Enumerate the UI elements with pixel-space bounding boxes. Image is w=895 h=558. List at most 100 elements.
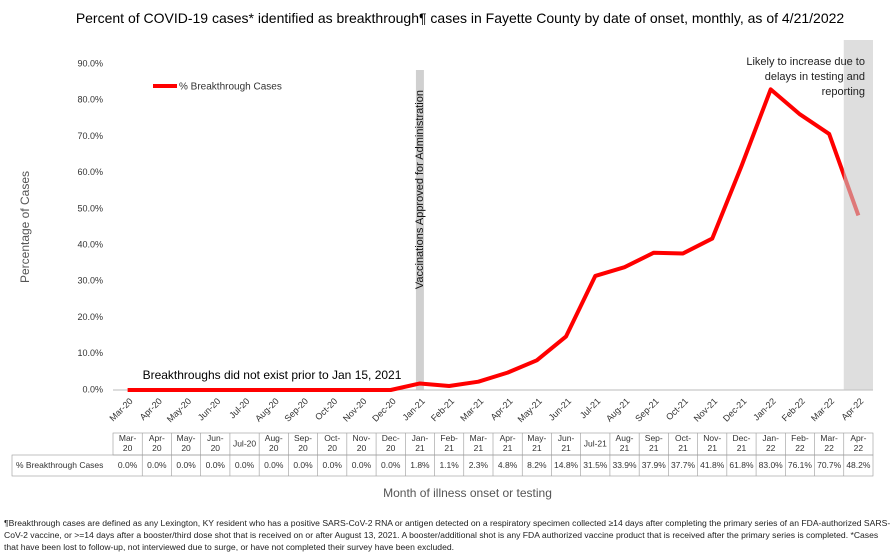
table-value: 37.9% <box>642 460 667 470</box>
x-tick-label: Mar-22 <box>809 396 836 423</box>
table-header: Sep-21 <box>645 433 663 453</box>
table-header: Jul-20 <box>233 438 256 448</box>
y-axis-title: Percentage of Cases <box>18 171 32 283</box>
y-tick-label: 40.0% <box>77 239 103 249</box>
x-tick-label: Sep-20 <box>282 396 310 424</box>
x-tick-label: Jun-21 <box>547 396 574 423</box>
table-value: 0.0% <box>293 460 313 470</box>
table-header: Apr-21 <box>500 433 516 453</box>
x-tick-label: Mar-20 <box>107 396 134 423</box>
x-tick-label: Jul-21 <box>578 396 602 420</box>
table-header: Sep-20 <box>294 433 312 453</box>
x-tick-label: Feb-21 <box>429 396 456 423</box>
footnote: ¶Breakthrough cases are defined as any L… <box>4 518 891 552</box>
x-tick-label: Apr-22 <box>839 396 865 422</box>
x-tick-label: Aug-21 <box>604 396 632 424</box>
table-value: 41.8% <box>700 460 725 470</box>
y-tick-label: 70.0% <box>77 131 103 141</box>
chart-title: Percent of COVID-19 cases* identified as… <box>75 10 845 26</box>
y-tick-label: 60.0% <box>77 167 103 177</box>
table-header: Nov-20 <box>352 433 370 453</box>
table-value: 2.3% <box>469 460 489 470</box>
table-value: 37.7% <box>671 460 696 470</box>
legend-label: % Breakthrough Cases <box>179 82 282 93</box>
table-header: Dec-20 <box>382 433 400 453</box>
x-tick-label: Apr-21 <box>489 396 515 422</box>
x-tick-label: Nov-20 <box>341 396 369 424</box>
table-header: Aug-21 <box>616 433 634 453</box>
table-frame <box>11 454 874 477</box>
x-tick-label: Mar-21 <box>458 396 485 423</box>
table-header: Oct-20 <box>324 433 340 453</box>
x-tick-label: Jul-20 <box>227 396 251 420</box>
table-header: Oct-21 <box>675 433 691 453</box>
table-value: 0.0% <box>235 460 255 470</box>
table-header: Nov-21 <box>703 433 721 453</box>
table-header: Jun-21 <box>558 433 575 453</box>
table-header: Jan-22 <box>762 433 779 453</box>
table-header: Aug-20 <box>265 433 283 453</box>
table-value: 4.8% <box>498 460 518 470</box>
table-value: 70.7% <box>817 460 842 470</box>
table-value: 61.8% <box>729 460 754 470</box>
annotation: Vaccinations Approved for Administration <box>414 90 426 289</box>
table-value: 48.2% <box>846 460 871 470</box>
x-tick-label: Jun-20 <box>196 396 223 423</box>
x-tick-label: Jan-21 <box>400 396 427 423</box>
table-row-label: % Breakthrough Cases <box>16 460 103 470</box>
x-tick-label: Nov-21 <box>692 396 720 424</box>
table-header: Dec-21 <box>732 433 750 453</box>
x-tick-label: Oct-21 <box>664 396 690 422</box>
annotation: Breakthroughs did not exist prior to Jan… <box>143 368 402 382</box>
table-value: 0.0% <box>264 460 284 470</box>
y-tick-label: 80.0% <box>77 95 103 105</box>
x-tick-label: May-20 <box>165 396 193 424</box>
table-value: 0.0% <box>147 460 167 470</box>
table-header: Mar-21 <box>470 433 488 453</box>
table-value: 0.0% <box>352 460 372 470</box>
table-value: 33.9% <box>612 460 637 470</box>
table-value: 0.0% <box>323 460 343 470</box>
y-tick-label: 10.0% <box>77 348 103 358</box>
x-tick-label: Apr-20 <box>138 396 164 422</box>
x-tick-label: Dec-20 <box>370 396 398 424</box>
table-header: Apr-22 <box>850 433 866 453</box>
table-value: 0.0% <box>381 460 401 470</box>
x-tick-label: Dec-21 <box>721 396 749 424</box>
table-header: Jul-21 <box>584 438 607 448</box>
data-line <box>127 87 861 392</box>
table-header: Apr-20 <box>149 433 165 453</box>
table-value: 14.8% <box>554 460 579 470</box>
y-tick-label: 50.0% <box>77 203 103 213</box>
y-tick-label: 90.0% <box>77 58 103 68</box>
y-tick-label: 20.0% <box>77 312 103 322</box>
x-tick-label: Sep-21 <box>633 396 661 424</box>
table-value: 76.1% <box>788 460 813 470</box>
x-tick-label: Aug-20 <box>253 396 281 424</box>
table-value: 1.1% <box>439 460 459 470</box>
annotation: Likely to increase due to delays in test… <box>746 56 865 98</box>
table-header: Jan-21 <box>412 433 429 453</box>
y-tick-label: 30.0% <box>77 276 103 286</box>
x-tick-label: Oct-20 <box>313 396 339 422</box>
table-header: Feb-22 <box>791 433 809 453</box>
y-tick-label: 0.0% <box>82 384 103 394</box>
table-header: Feb-21 <box>440 433 458 453</box>
table-header: May-20 <box>177 433 196 453</box>
x-tick-label: May-21 <box>516 396 544 424</box>
table-value: 0.0% <box>176 460 196 470</box>
x-tick-label: Feb-22 <box>780 396 807 423</box>
table-header: May-21 <box>527 433 546 453</box>
table-value: 0.0% <box>118 460 138 470</box>
table-value: 83.0% <box>759 460 784 470</box>
reporting-band <box>843 40 873 390</box>
table-value: 0.0% <box>206 460 226 470</box>
table-value: 8.2% <box>527 460 547 470</box>
vaccine-band <box>415 70 424 390</box>
x-tick-label: Jan-22 <box>751 396 778 423</box>
table-value: 31.5% <box>583 460 608 470</box>
table-header: Jun-20 <box>207 433 224 453</box>
x-axis-title: Month of illness onset or testing <box>383 486 552 500</box>
